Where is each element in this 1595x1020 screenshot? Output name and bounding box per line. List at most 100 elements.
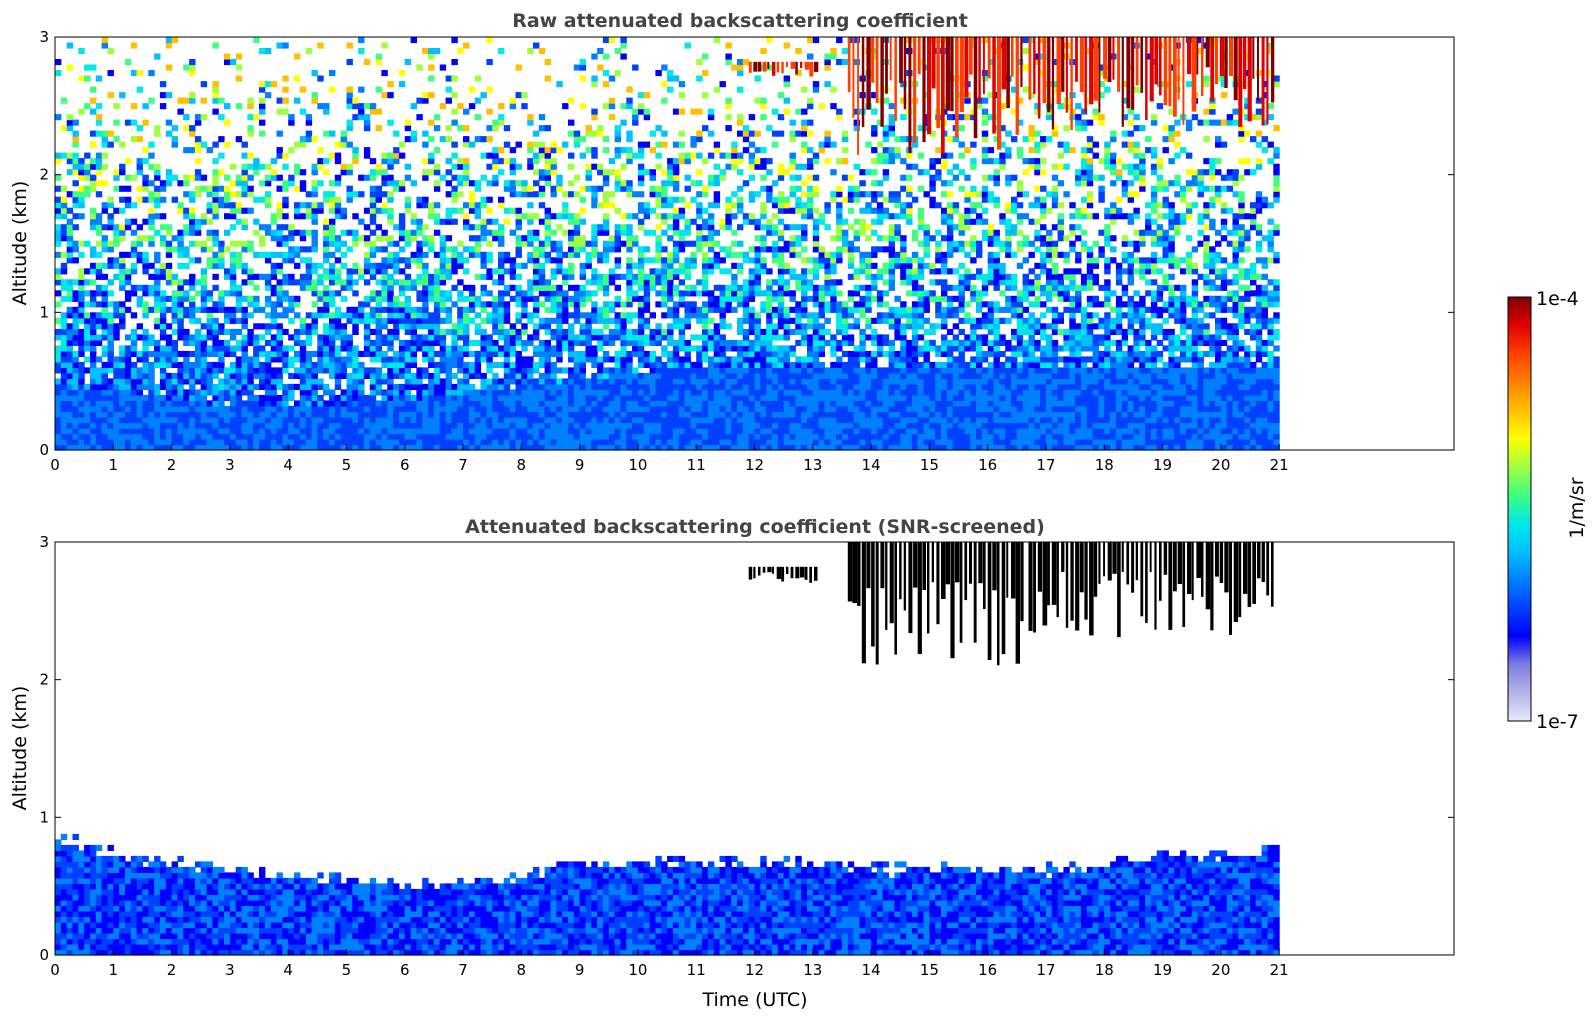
heat-cell xyxy=(480,328,487,335)
heat-cell xyxy=(649,394,656,401)
heat-cell xyxy=(661,81,668,88)
heat-cell xyxy=(183,361,190,368)
heat-cell xyxy=(171,312,178,319)
heat-cell xyxy=(369,411,377,418)
heat-cell xyxy=(556,323,563,330)
heat-cell xyxy=(253,339,260,346)
heat-cell xyxy=(206,361,213,368)
heat-cell xyxy=(299,383,307,390)
heat-cell xyxy=(568,180,575,187)
heat-cell xyxy=(498,405,505,412)
heat-cell xyxy=(696,411,703,418)
heat-cell xyxy=(445,158,452,165)
heat-cell xyxy=(404,433,412,440)
heat-cell xyxy=(632,213,639,220)
heat-cell xyxy=(515,284,522,291)
heat-cell xyxy=(311,169,318,176)
heat-cell xyxy=(60,334,68,341)
heat-cell xyxy=(183,417,190,424)
heat-cell xyxy=(124,196,132,203)
heat-cell xyxy=(235,180,243,187)
heat-cell xyxy=(224,389,231,396)
heat-cell xyxy=(259,433,266,440)
heat-cell xyxy=(159,268,167,275)
heat-cell xyxy=(568,246,575,253)
heat-cell xyxy=(760,383,767,390)
heat-cell xyxy=(591,378,598,385)
heat-cell xyxy=(742,328,750,335)
heat-cell xyxy=(550,273,557,280)
heat-cell xyxy=(177,108,184,115)
heat-cell xyxy=(521,378,528,385)
heat-cell xyxy=(358,268,365,275)
heat-cell xyxy=(597,202,604,209)
heat-cell xyxy=(742,284,750,291)
heat-cell xyxy=(637,268,645,275)
heat-cell xyxy=(602,174,610,181)
heat-cell xyxy=(294,339,301,346)
heat-cell xyxy=(503,350,511,357)
heat-cell xyxy=(486,334,493,341)
heat-cell xyxy=(78,273,85,280)
heat-cell xyxy=(725,114,732,121)
heat-cell xyxy=(393,422,400,429)
heat-cell xyxy=(626,405,633,412)
heat-cell xyxy=(597,48,604,55)
heat-cell xyxy=(107,350,114,357)
heat-cell xyxy=(696,417,703,424)
heat-cell xyxy=(509,361,517,368)
heat-cell xyxy=(66,339,74,346)
heat-cell xyxy=(363,367,371,374)
heat-cell xyxy=(416,312,423,319)
heat-cell xyxy=(95,417,103,424)
heat-cell xyxy=(614,405,621,412)
heat-cell xyxy=(329,273,336,280)
heat-cell xyxy=(632,108,639,115)
heat-cell xyxy=(177,417,184,424)
heat-cell xyxy=(754,339,761,346)
heat-cell xyxy=(573,284,581,291)
heat-cell xyxy=(556,367,563,374)
heat-cell xyxy=(311,372,318,379)
heat-cell xyxy=(521,301,528,308)
heat-cell xyxy=(463,213,470,220)
heat-cell xyxy=(433,290,441,297)
heat-cell xyxy=(550,147,557,154)
heat-cell xyxy=(655,191,662,198)
heat-cell xyxy=(387,345,394,352)
heat-cell xyxy=(270,400,278,407)
heat-cell xyxy=(398,141,406,148)
heat-cell xyxy=(305,439,313,446)
heat-cell xyxy=(533,301,540,308)
heat-cell xyxy=(136,196,143,203)
heat-cell xyxy=(538,262,546,269)
heat-cell xyxy=(556,317,563,324)
heat-cell xyxy=(375,345,382,352)
heat-cell xyxy=(323,229,330,236)
heat-cell xyxy=(620,317,627,324)
heat-cell xyxy=(737,185,744,192)
heat-cell xyxy=(101,295,108,302)
heat-cell xyxy=(498,433,505,440)
heat-cell xyxy=(684,301,691,308)
heat-cell xyxy=(119,306,126,313)
heat-cell xyxy=(707,257,715,264)
heat-cell xyxy=(130,389,138,396)
heat-cell xyxy=(189,350,196,357)
heat-cell xyxy=(684,312,691,319)
heat-cell xyxy=(492,361,499,368)
heat-cell xyxy=(113,372,120,379)
heat-cell xyxy=(602,53,610,60)
heat-cell xyxy=(678,130,686,137)
heat-cell xyxy=(515,417,522,424)
heat-cell xyxy=(363,147,371,154)
heat-cell xyxy=(165,262,173,269)
heat-cell xyxy=(154,279,161,286)
heat-cell xyxy=(597,257,604,264)
heat-cell xyxy=(527,158,534,165)
heat-cell xyxy=(165,180,173,187)
heat-cell xyxy=(311,378,318,385)
heat-cell xyxy=(404,356,412,363)
heat-cell xyxy=(224,350,231,357)
heat-cell xyxy=(212,141,219,148)
